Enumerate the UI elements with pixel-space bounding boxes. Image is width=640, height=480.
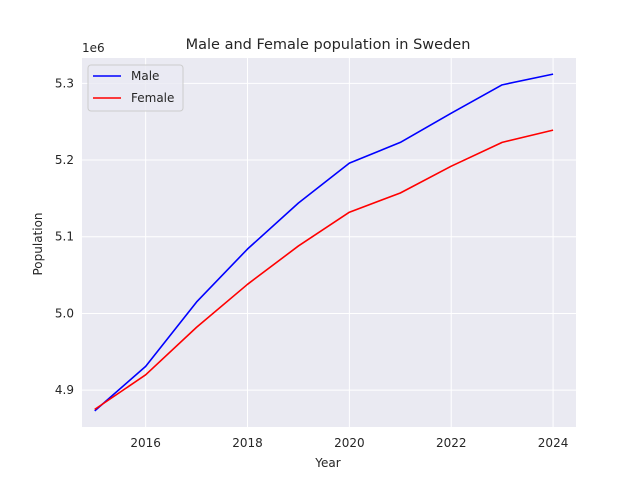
x-tick-label-2024: 2024 (538, 436, 569, 450)
legend-label-female: Female (131, 91, 174, 105)
y-axis-title: Population (31, 212, 45, 275)
chart-title: Male and Female population in Sweden (186, 37, 471, 53)
y-axis-offset-label: 1e6 (82, 41, 105, 55)
legend-label-male: Male (131, 69, 159, 83)
x-tick-label-2018: 2018 (232, 436, 263, 450)
series-lines (94, 73, 554, 412)
plot-area (82, 58, 576, 427)
y-tick-label-3: 5.2 (55, 153, 74, 167)
series-line-male (94, 73, 554, 412)
series-line-female (94, 129, 554, 411)
y-tick-label-4: 5.3 (55, 76, 74, 90)
x-tick-label-2022: 2022 (436, 436, 467, 450)
legend: Male Female (87, 64, 184, 112)
x-tick-label-2020: 2020 (334, 436, 365, 450)
tick-labels: 2016 2018 2020 2022 2024 4.9 5.0 5.1 5.2 5.3 (55, 76, 568, 450)
y-tick-label-2: 5.1 (55, 230, 74, 244)
x-axis-title: Year (314, 456, 340, 470)
y-tick-label-1: 5.0 (55, 306, 74, 320)
x-tick-label-2016: 2016 (130, 436, 161, 450)
y-tick-label-0: 4.9 (55, 383, 74, 397)
grid (82, 58, 576, 427)
